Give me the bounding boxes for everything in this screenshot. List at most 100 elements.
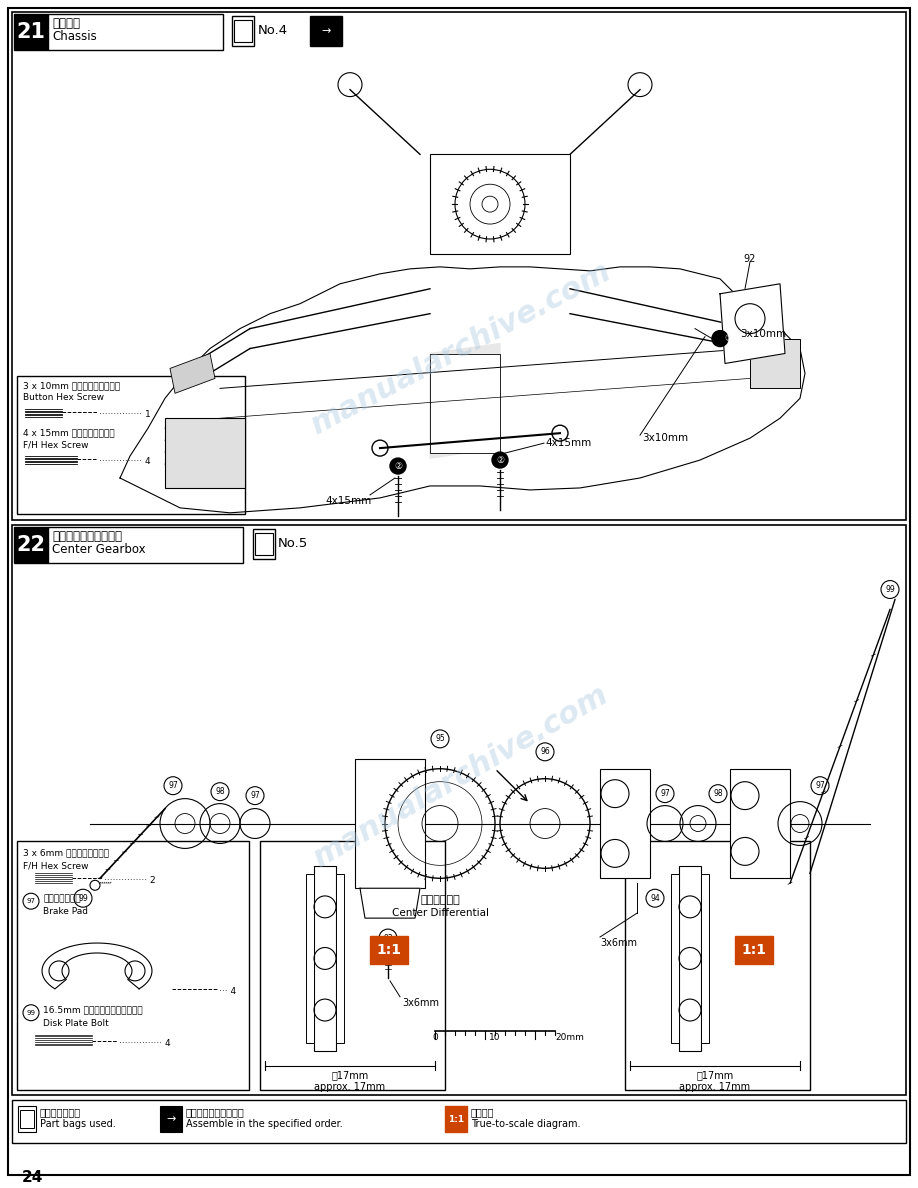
Text: 92: 92 bbox=[744, 254, 756, 264]
Bar bbox=[310, 15, 342, 46]
Text: 93: 93 bbox=[383, 934, 393, 942]
Text: Button Hex Screw: Button Hex Screw bbox=[23, 393, 104, 403]
Text: 99: 99 bbox=[27, 1010, 36, 1016]
Polygon shape bbox=[31, 1035, 37, 1047]
Text: 97: 97 bbox=[660, 789, 670, 798]
Text: 原寸図。: 原寸図。 bbox=[471, 1107, 495, 1118]
Bar bbox=[679, 866, 701, 1050]
Text: 3x6mm: 3x6mm bbox=[402, 998, 439, 1007]
Text: 1:1: 1:1 bbox=[742, 943, 767, 958]
Polygon shape bbox=[720, 284, 785, 364]
Text: 95: 95 bbox=[435, 734, 445, 744]
Text: 98: 98 bbox=[713, 789, 722, 798]
Polygon shape bbox=[42, 943, 152, 988]
Text: 1:1: 1:1 bbox=[376, 943, 401, 958]
Bar bbox=[17, 377, 245, 514]
Bar bbox=[48, 14, 223, 50]
Bar bbox=[20, 1111, 34, 1129]
Text: ··············· 4: ··············· 4 bbox=[119, 1038, 171, 1048]
Text: 3x10mm: 3x10mm bbox=[642, 434, 688, 443]
Polygon shape bbox=[430, 343, 500, 459]
Bar bbox=[255, 532, 273, 555]
Bar bbox=[445, 1106, 467, 1132]
Text: 97: 97 bbox=[250, 791, 260, 801]
Bar bbox=[160, 1106, 182, 1132]
Text: 98: 98 bbox=[215, 788, 225, 796]
Text: 絀17mm: 絀17mm bbox=[331, 1070, 369, 1080]
Text: Chassis: Chassis bbox=[52, 30, 96, 43]
Text: F/H Hex Screw: F/H Hex Screw bbox=[23, 861, 88, 871]
Text: 22: 22 bbox=[17, 535, 46, 555]
Bar bbox=[165, 418, 245, 488]
Text: 4x15mm: 4x15mm bbox=[545, 438, 591, 448]
Bar bbox=[750, 339, 800, 388]
Text: Disk Plate Bolt: Disk Plate Bolt bbox=[43, 1018, 108, 1028]
Text: 0: 0 bbox=[432, 1032, 438, 1042]
Text: 1:1: 1:1 bbox=[448, 1114, 465, 1124]
Text: センターギヤボックス: センターギヤボックス bbox=[52, 530, 122, 543]
Text: F/H Hex Screw: F/H Hex Screw bbox=[23, 440, 88, 449]
Text: Center Differential: Center Differential bbox=[391, 908, 488, 918]
Bar bbox=[355, 759, 425, 889]
Text: ②: ② bbox=[394, 461, 402, 470]
Text: 96: 96 bbox=[540, 747, 550, 757]
Text: 99: 99 bbox=[78, 893, 88, 903]
Text: 99: 99 bbox=[885, 584, 895, 594]
Circle shape bbox=[390, 459, 406, 474]
Text: 4x15mm: 4x15mm bbox=[325, 495, 371, 506]
Text: シャシー: シャシー bbox=[52, 17, 80, 30]
Text: ··············· 1: ··············· 1 bbox=[99, 410, 151, 419]
Text: 20mm: 20mm bbox=[555, 1032, 584, 1042]
Text: Part bags used.: Part bags used. bbox=[40, 1119, 116, 1130]
Text: True-to-scale diagram.: True-to-scale diagram. bbox=[471, 1119, 580, 1130]
Bar bbox=[625, 841, 810, 1091]
Text: ①: ① bbox=[724, 334, 732, 343]
Bar bbox=[600, 769, 650, 878]
Bar bbox=[12, 525, 906, 1095]
Bar bbox=[430, 354, 500, 453]
Polygon shape bbox=[360, 889, 420, 918]
Polygon shape bbox=[170, 354, 215, 393]
Text: ··· 4: ··· 4 bbox=[219, 987, 236, 996]
Text: Assemble in the specified order.: Assemble in the specified order. bbox=[186, 1119, 342, 1130]
Text: 3x10mm: 3x10mm bbox=[740, 329, 786, 339]
Text: 97: 97 bbox=[815, 782, 825, 790]
Text: 16.5mm ディスクプレートボルト: 16.5mm ディスクプレートボルト bbox=[43, 1006, 142, 1015]
Bar bbox=[232, 15, 254, 46]
Text: approx. 17mm: approx. 17mm bbox=[315, 1082, 386, 1093]
Text: 97: 97 bbox=[168, 782, 178, 790]
Text: 絀17mm: 絀17mm bbox=[697, 1070, 733, 1080]
Text: 3x6mm: 3x6mm bbox=[600, 939, 637, 948]
Polygon shape bbox=[21, 453, 27, 465]
Text: No.5: No.5 bbox=[278, 537, 308, 550]
Text: 番号の順に組立てる。: 番号の順に組立てる。 bbox=[186, 1107, 245, 1118]
Text: manualarchive.com: manualarchive.com bbox=[308, 681, 612, 873]
Bar bbox=[14, 14, 48, 50]
Bar bbox=[48, 526, 243, 563]
Text: 使用する袋詰。: 使用する袋詰。 bbox=[40, 1107, 81, 1118]
Bar bbox=[18, 1106, 36, 1132]
Text: manualarchive.com: manualarchive.com bbox=[305, 257, 615, 441]
Polygon shape bbox=[21, 407, 27, 417]
Polygon shape bbox=[25, 872, 35, 884]
Circle shape bbox=[492, 453, 508, 468]
Bar bbox=[260, 841, 445, 1091]
Bar bbox=[735, 936, 773, 963]
Text: approx. 17mm: approx. 17mm bbox=[679, 1082, 751, 1093]
Text: No.4: No.4 bbox=[258, 25, 288, 37]
Bar bbox=[17, 841, 249, 1091]
Text: 21: 21 bbox=[17, 21, 46, 42]
Text: 10: 10 bbox=[489, 1032, 500, 1042]
Text: 94: 94 bbox=[650, 893, 660, 903]
Text: ②: ② bbox=[496, 455, 504, 465]
Text: →: → bbox=[321, 26, 330, 36]
Text: 24: 24 bbox=[22, 1170, 43, 1186]
Bar bbox=[12, 12, 906, 520]
Text: Center Gearbox: Center Gearbox bbox=[52, 543, 146, 556]
Bar bbox=[253, 529, 275, 558]
Text: ··············· 4: ··············· 4 bbox=[99, 457, 151, 466]
Text: 97: 97 bbox=[27, 898, 36, 904]
Bar bbox=[14, 526, 48, 563]
Bar bbox=[306, 874, 314, 1043]
Text: センターアフ: センターアフ bbox=[420, 896, 460, 905]
